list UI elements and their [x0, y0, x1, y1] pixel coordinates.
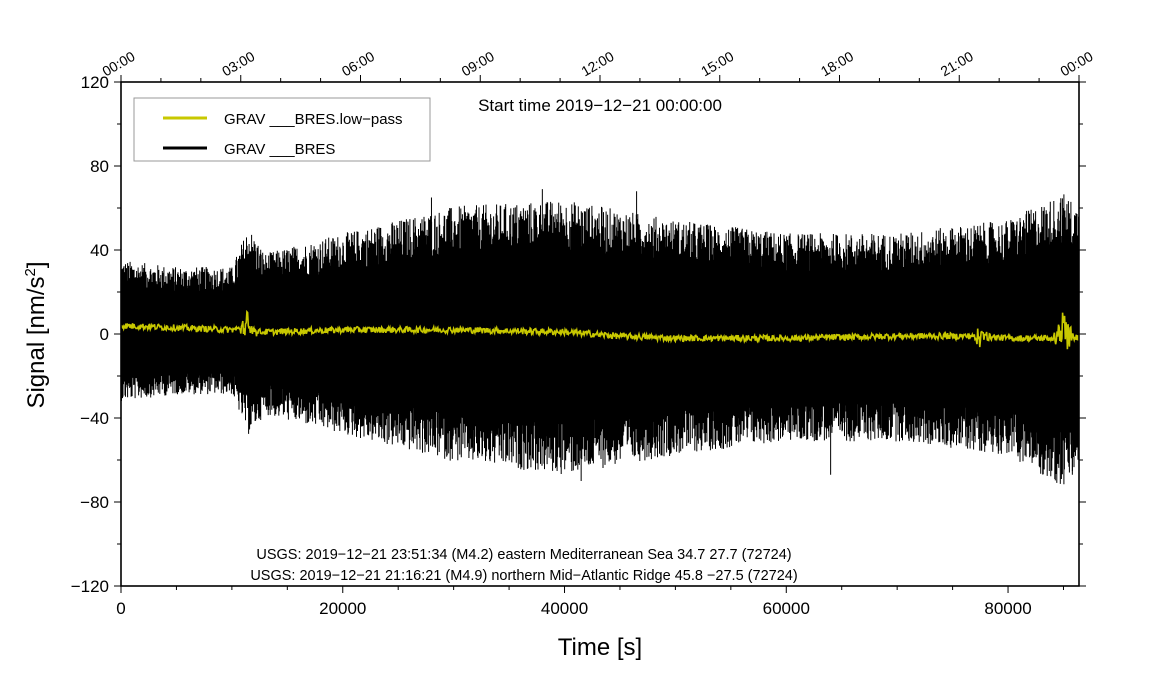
top-time-label: 15:00	[698, 48, 737, 79]
raw-signal-band	[121, 246, 1079, 431]
lowpass-signal-trace	[120, 309, 1080, 350]
top-time-label: 21:00	[938, 48, 977, 79]
y-axis-title: Signal [nm/s2]	[22, 261, 50, 408]
signal-traces	[120, 189, 1080, 485]
top-time-label: 03:00	[219, 48, 258, 79]
top-time-label: 00:00	[1057, 48, 1096, 79]
x-tick-label: 40000	[541, 599, 588, 618]
x-axis-title: Time [s]	[558, 634, 642, 661]
y-axis: −120 −80 −40 0 40 80 120	[71, 73, 1086, 596]
x-tick-label: 0	[116, 599, 125, 618]
start-time-label: Start time 2019−12−21 00:00:00	[478, 96, 722, 115]
y-tick-label: −40	[80, 409, 109, 428]
y-axis-title-main: Signal [nm/s	[23, 276, 50, 408]
annotation-line-2: USGS: 2019−12−21 21:16:21 (M4.9) norther…	[250, 568, 797, 584]
y-tick-label: 40	[90, 241, 109, 260]
x-tick-label: 60000	[763, 599, 810, 618]
x-axis: 0 20000 40000 60000 80000	[116, 586, 1064, 618]
y-axis-title-exponent: 2	[22, 268, 39, 276]
top-time-label: 12:00	[578, 48, 617, 79]
y-tick-label: −120	[71, 577, 109, 596]
y-tick-label: 0	[100, 325, 109, 344]
top-time-label: 06:00	[339, 48, 378, 79]
top-time-axis: 00:00 03:00 06:00 09:00 12:00 15:00 18:00 21:00…	[99, 48, 1096, 82]
y-tick-label: 80	[90, 157, 109, 176]
legend-box	[133, 97, 431, 162]
y-axis-title-close: ]	[23, 261, 50, 268]
top-time-label: 18:00	[818, 48, 857, 79]
y-tick-label: 120	[81, 73, 109, 92]
x-tick-label: 80000	[984, 599, 1031, 618]
legend-label-raw: GRAV ___BRES	[224, 141, 335, 158]
top-time-label: 09:00	[459, 48, 498, 79]
legend-label-lowpass: GRAV ___BRES.low−pass	[224, 111, 403, 128]
y-tick-label: −80	[80, 493, 109, 512]
x-tick-label: 20000	[319, 599, 366, 618]
legend: GRAV ___BRES.low−pass GRAV ___BRES	[133, 97, 431, 162]
annotation-line-1: USGS: 2019−12−21 23:51:34 (M4.2) eastern…	[256, 547, 791, 563]
top-time-label: 00:00	[99, 48, 138, 79]
